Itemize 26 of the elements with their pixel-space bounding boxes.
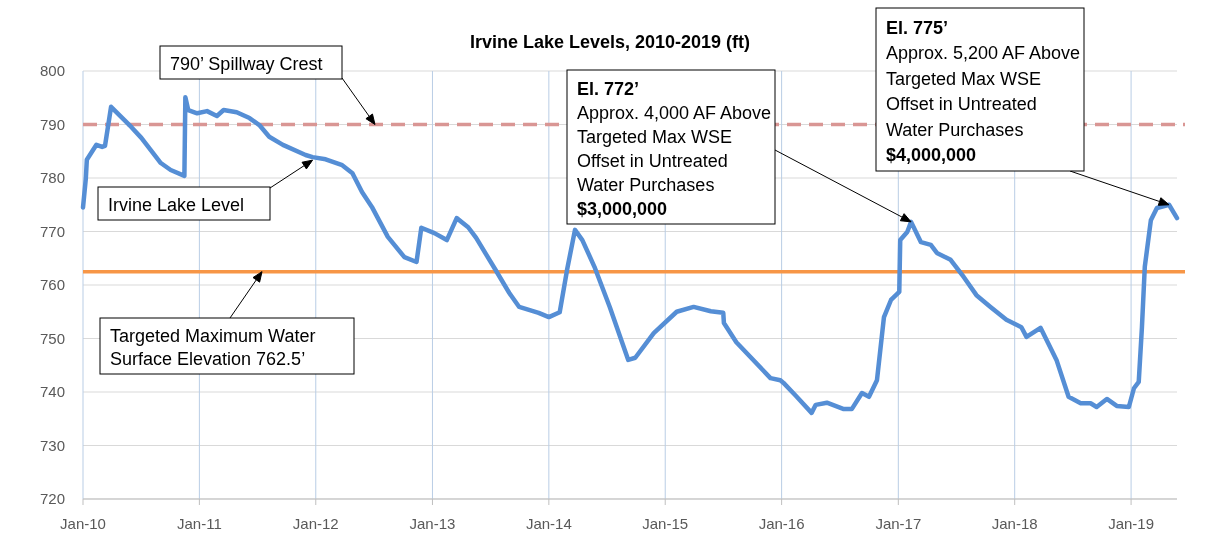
annotation: El. 772’ Approx. 4,000 AF Above Targeted Max WSE Offset in Untreated Water Purchases $3,000,000 <box>577 78 772 219</box>
y-tick-label: 760 <box>39 276 65 293</box>
x-tick-label: Jan-10 <box>60 515 106 532</box>
x-tick-label: Jan-13 <box>409 515 456 532</box>
series-label: Irvine Lake Level <box>108 194 245 215</box>
y-tick-label: 720 <box>39 490 65 507</box>
x-tick-label: Jan-17 <box>875 515 922 532</box>
x-tick-label: Jan-16 <box>758 515 805 532</box>
y-tick-label: 800 <box>39 62 65 79</box>
x-tick-label: Jan-11 <box>177 515 222 532</box>
x-tick-label: Jan-18 <box>991 515 1038 532</box>
x-tick-label: Jan-14 <box>525 515 572 532</box>
chart-title: Irvine Lake Levels, 2010-2019 (ft) <box>469 32 751 52</box>
y-tick-label: 730 <box>39 436 65 454</box>
y-tick-label: 790 <box>39 115 65 133</box>
ref-line-label: 790’ Spillway Crest <box>170 53 323 74</box>
x-tick-label: Jan-12 <box>292 515 339 532</box>
y-tick-label: 740 <box>39 383 65 400</box>
line-series <box>80 94 1180 416</box>
annotation: El. 775’ Approx. 5,200 AF Above Targeted Max WSE Offset in Untreated Water Purchases $4,000,000 <box>886 17 1081 166</box>
x-tick-label: Jan-15 <box>642 515 689 532</box>
y-tick-label: 770 <box>39 222 65 240</box>
y-tick-label: 750 <box>39 329 65 347</box>
x-tick-label: Jan-19 <box>1108 515 1155 532</box>
y-tick-label: 780 <box>39 169 65 186</box>
ref-line-label: Targeted Maximum Water Surface Elevation 762.5’ <box>110 325 316 369</box>
